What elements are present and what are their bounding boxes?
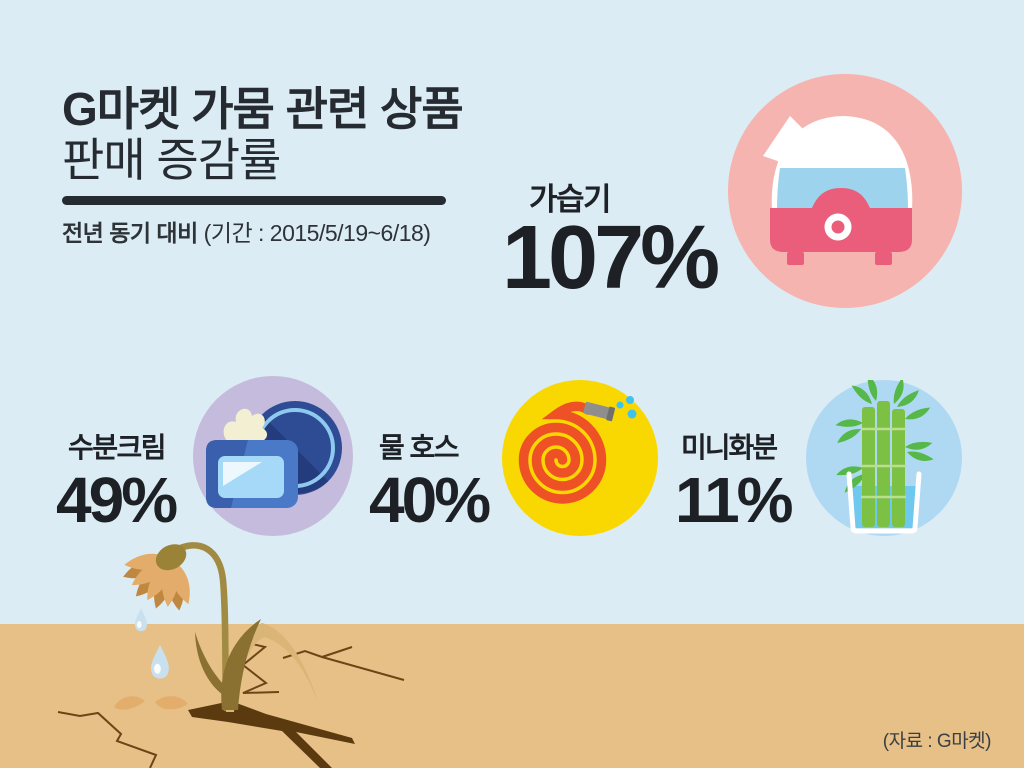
item-value-cream: 49% [56, 464, 178, 536]
bamboo-stalks [861, 401, 906, 527]
flower-petals-front [124, 553, 190, 607]
humidifier-foot-left [787, 252, 804, 265]
subtitle-compare-label: 전년 동기 대비 [62, 220, 198, 246]
moisture-cream-icon [193, 376, 353, 536]
item-label-hose: 물 호스 [379, 432, 460, 463]
humidifier-knob [824, 213, 852, 241]
plant-glass [846, 471, 922, 534]
subtitle: 전년 동기 대비 (기간 : 2015/5/19~6/18) [62, 214, 431, 248]
hose-nozzle [583, 401, 616, 422]
dry-blade-right [221, 619, 261, 710]
mini-plant-icon [806, 380, 962, 536]
humidifier-foot-right [875, 252, 892, 265]
title-divider [62, 196, 446, 205]
page-title-line2: 판매 증감률 [62, 134, 281, 186]
page-title-line1: G마켓 가뭄 관련 상품 [62, 83, 464, 135]
humidifier-icon [728, 74, 962, 308]
water-drop-2 [626, 396, 634, 404]
item-label-humidifier: 가습기 [529, 182, 612, 217]
item-value-plant: 11% [675, 464, 794, 536]
bamboo-leaves [835, 380, 934, 493]
subtitle-period: (기간 : 2015/5/19~6/18) [197, 220, 431, 246]
item-label-cream: 수분크림 [68, 432, 167, 463]
item-value-humidifier: 107% [502, 208, 720, 308]
flower-calyx [155, 544, 187, 571]
drought-ground-scene [0, 542, 1024, 768]
ground-shadow-1 [114, 696, 145, 710]
hose-nozzle-body [583, 401, 615, 421]
hose-nozzle-tip [606, 406, 616, 422]
cream-dollop [223, 408, 268, 442]
wilted-flower-head [123, 544, 190, 611]
cream-label-gloss [223, 462, 262, 486]
water-drop-3 [627, 409, 637, 419]
water-drop-1 [616, 401, 624, 409]
tear-droplets [134, 608, 169, 679]
hose-spiral [518, 401, 607, 504]
cracked-ground [0, 624, 1024, 768]
ground-shadow-2 [155, 696, 188, 710]
big-crack [188, 701, 355, 768]
water-hose-icon [502, 380, 658, 536]
item-value-hose: 40% [369, 464, 491, 536]
source-note: (자료 : G마켓) [882, 731, 992, 752]
item-label-plant: 미니화분 [681, 432, 778, 463]
